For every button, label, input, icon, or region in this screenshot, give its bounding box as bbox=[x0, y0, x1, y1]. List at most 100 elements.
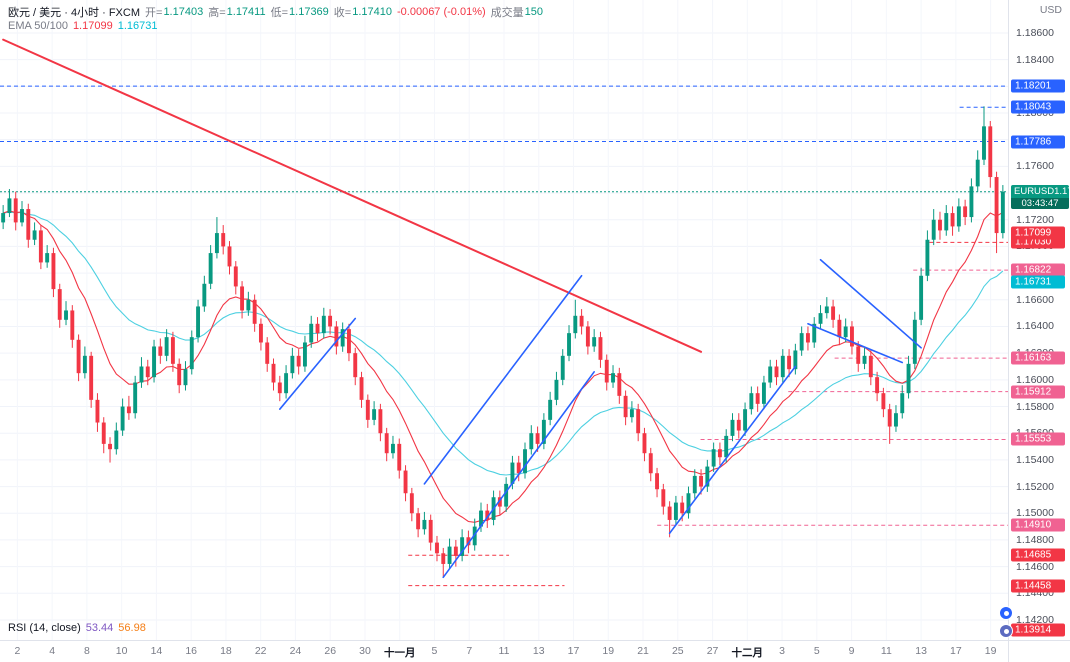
candle bbox=[114, 422, 119, 455]
chart-corner-icons bbox=[999, 606, 1013, 638]
candle bbox=[831, 299, 836, 328]
trendline[interactable] bbox=[807, 323, 904, 364]
candle bbox=[233, 261, 238, 295]
y-axis-tick: 1.15200 bbox=[1016, 480, 1054, 493]
candle bbox=[208, 245, 213, 290]
time-axis[interactable]: 2 4 8 10 14 16 18 22 24 26 30 十一月 5 7 11 13 17 19 21 25 27 十二… bbox=[0, 640, 1008, 662]
candle bbox=[359, 371, 364, 408]
candle bbox=[516, 455, 521, 482]
candle bbox=[617, 367, 622, 404]
candle bbox=[38, 225, 43, 270]
candle bbox=[661, 483, 666, 515]
candle bbox=[875, 371, 880, 402]
candle bbox=[183, 361, 188, 391]
candle bbox=[956, 198, 961, 232]
candle bbox=[686, 486, 691, 519]
price-axis[interactable]: USD 1.186001.184001.182001.180001.178001… bbox=[1008, 0, 1070, 640]
candle bbox=[717, 442, 722, 466]
candle bbox=[403, 465, 408, 502]
x-axis-label: 19 bbox=[984, 645, 997, 657]
trendline[interactable] bbox=[442, 371, 595, 579]
ema100-line[interactable] bbox=[3, 211, 1004, 476]
candle bbox=[648, 447, 653, 482]
rsi-legend-row[interactable]: RSI (14, close) 53.44 56.98 bbox=[8, 622, 146, 634]
candle bbox=[435, 535, 439, 562]
candle bbox=[460, 529, 465, 562]
candle bbox=[655, 467, 659, 498]
candle bbox=[982, 106, 986, 166]
candle bbox=[730, 413, 735, 442]
candle bbox=[284, 365, 289, 399]
candle bbox=[919, 267, 924, 326]
candle bbox=[573, 299, 578, 339]
candle bbox=[894, 405, 898, 432]
candles-layer bbox=[1, 106, 1005, 578]
candle bbox=[265, 337, 270, 372]
candle bbox=[133, 375, 138, 419]
price-badge: 1.18201 bbox=[1011, 79, 1065, 93]
candle bbox=[13, 191, 18, 231]
candle bbox=[567, 325, 571, 362]
x-axis-label: 14 bbox=[150, 645, 163, 657]
candle bbox=[64, 301, 68, 326]
candle bbox=[592, 329, 597, 352]
change-value: -0.00067 (-0.01%) bbox=[397, 6, 486, 18]
candle bbox=[321, 307, 326, 339]
x-axis-label: 30 bbox=[359, 645, 371, 657]
candle bbox=[642, 427, 647, 462]
candle bbox=[485, 503, 490, 528]
ema50-line[interactable] bbox=[2, 210, 1004, 523]
price-chart[interactable] bbox=[0, 0, 1008, 640]
candle bbox=[108, 437, 112, 463]
trendline[interactable] bbox=[2, 38, 703, 353]
alert-bubble-icon[interactable] bbox=[999, 606, 1013, 620]
y-axis-tick: 1.16400 bbox=[1016, 320, 1054, 333]
y-axis-tick: 1.14600 bbox=[1016, 560, 1054, 573]
close-label: 收= bbox=[333, 7, 352, 19]
candle bbox=[422, 511, 427, 535]
candle bbox=[120, 398, 125, 436]
candle bbox=[334, 321, 339, 355]
axis-corner bbox=[1008, 640, 1070, 662]
price-badge: 1.14685 bbox=[1011, 548, 1065, 562]
candle bbox=[7, 189, 12, 218]
indicator-bubble-icon[interactable] bbox=[999, 624, 1013, 638]
candle bbox=[428, 514, 433, 551]
candle bbox=[818, 305, 823, 330]
price-badge: 1.17786 bbox=[1011, 135, 1065, 149]
candle-countdown: 03:43:47 bbox=[1011, 197, 1069, 209]
candle bbox=[145, 359, 150, 386]
candle bbox=[89, 351, 94, 408]
symbol-legend-row[interactable]: 欧元 / 美元 · 4小时 · FXCM 开= 1.17403 高= 1.17411… bbox=[8, 4, 543, 20]
candle bbox=[787, 349, 792, 378]
candle bbox=[353, 347, 358, 386]
drawings-layer bbox=[2, 38, 922, 579]
candle bbox=[453, 539, 458, 567]
candle bbox=[736, 413, 741, 439]
trendline[interactable] bbox=[819, 258, 922, 349]
candle bbox=[164, 329, 169, 362]
trendline[interactable] bbox=[423, 274, 583, 485]
candle bbox=[969, 178, 974, 223]
candle bbox=[189, 330, 194, 375]
candle bbox=[45, 245, 50, 268]
candle bbox=[975, 150, 980, 192]
candle bbox=[673, 495, 678, 526]
chart-area[interactable]: 欧元 / 美元 · 4小时 · FXCM 开= 1.17403 高= 1.17411… bbox=[0, 0, 1013, 640]
candle bbox=[944, 205, 949, 236]
trendline[interactable] bbox=[668, 365, 797, 535]
y-axis-tick: 1.16600 bbox=[1016, 293, 1054, 306]
low-value: 1.17369 bbox=[289, 6, 329, 18]
x-axis-label: 18 bbox=[220, 645, 232, 657]
candle bbox=[340, 322, 345, 352]
candle bbox=[881, 387, 886, 418]
candle bbox=[372, 401, 377, 426]
x-axis-label: 21 bbox=[637, 645, 649, 657]
candle bbox=[416, 507, 421, 538]
y-axis-tick: 1.15000 bbox=[1016, 507, 1054, 520]
ema-legend-row[interactable]: EMA 50/100 1.17099 1.16731 bbox=[8, 20, 157, 32]
trendline[interactable] bbox=[278, 317, 357, 410]
candle bbox=[548, 391, 553, 426]
symbol-title[interactable]: 欧元 / 美元 · 4小时 · FXCM bbox=[8, 7, 140, 19]
